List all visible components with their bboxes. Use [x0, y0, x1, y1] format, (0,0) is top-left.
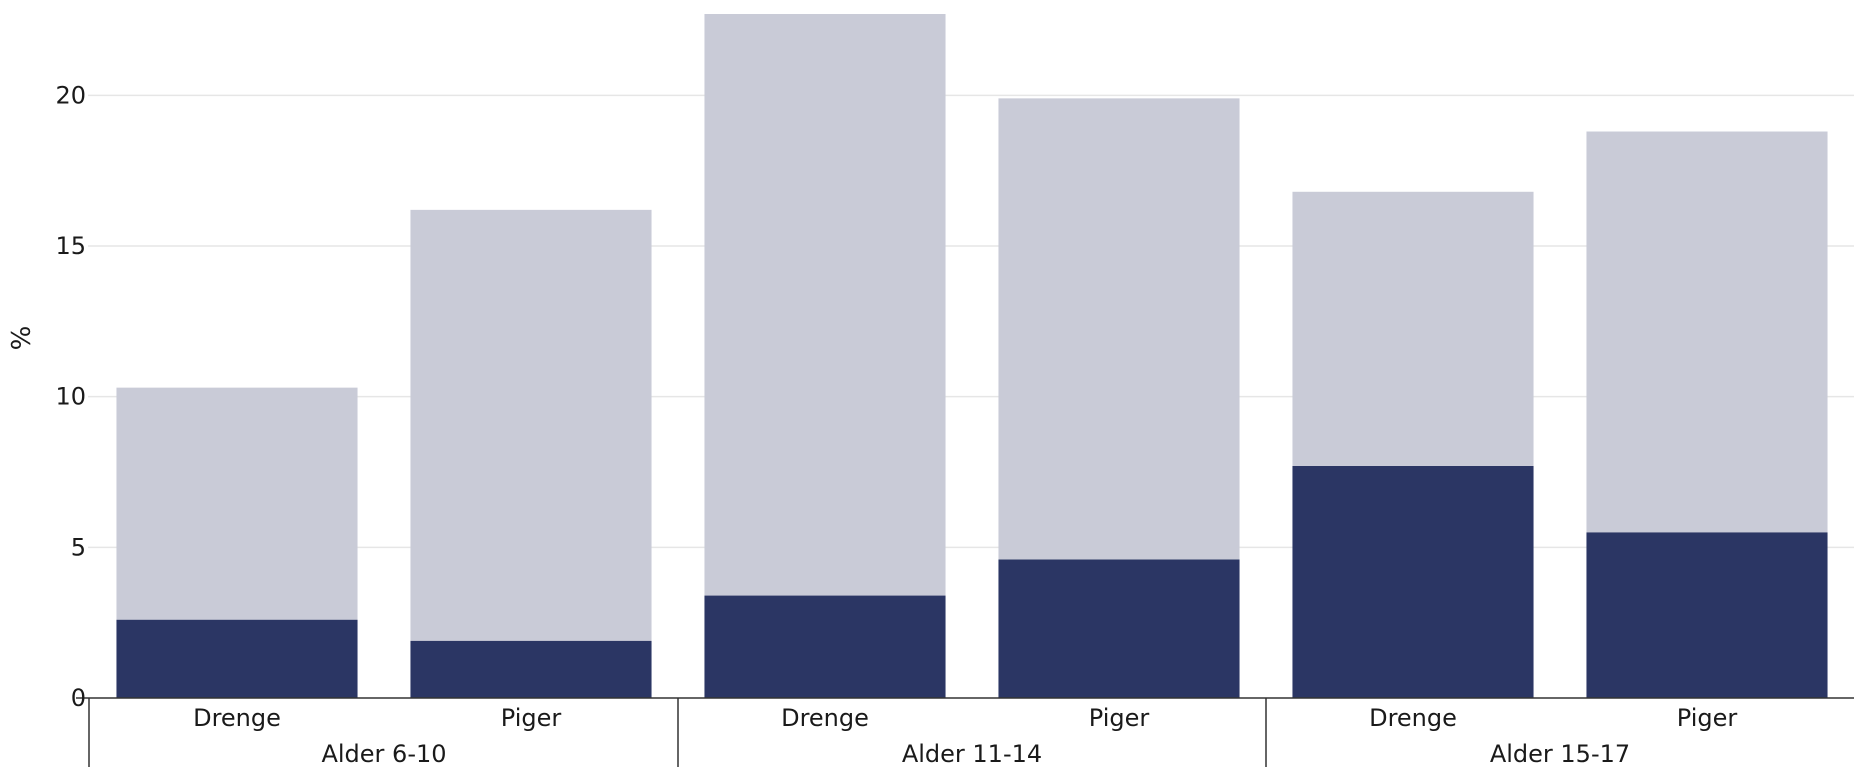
group-label: Alder 11-14 [902, 740, 1042, 767]
category-label: Drenge [193, 704, 281, 732]
y-axis-title: % [7, 326, 37, 351]
category-label: Drenge [1369, 704, 1457, 732]
bar-segment-lower [998, 559, 1240, 698]
category-label: Drenge [781, 704, 869, 732]
bar-segment-upper [1586, 131, 1828, 533]
bar-segment-upper [998, 98, 1240, 560]
y-tick-label: 10 [55, 383, 86, 411]
category-label: Piger [1677, 704, 1738, 732]
bar-segment-lower [704, 595, 946, 698]
bar-segment-upper [704, 14, 946, 596]
category-label: Piger [501, 704, 562, 732]
axes [76, 697, 1854, 767]
bar-segment-upper [116, 387, 358, 620]
bar-segment-lower [116, 619, 358, 698]
bar-segment-upper [1292, 191, 1534, 466]
bars [116, 14, 1828, 698]
bar-segment-lower [410, 640, 652, 698]
group-label: Alder 6-10 [321, 740, 446, 767]
y-tick-labels: 0 5 10 15 20 [55, 81, 86, 712]
bar-segment-upper [410, 209, 652, 641]
bar-segment-lower [1586, 532, 1828, 698]
y-tick-label: 15 [55, 232, 86, 260]
gridlines [88, 94, 1854, 549]
group-label: Alder 15-17 [1490, 740, 1630, 767]
y-tick-label: 20 [55, 81, 86, 109]
category-labels: Drenge Piger Drenge Piger Drenge Piger [193, 704, 1737, 732]
y-tick-label: 5 [71, 533, 86, 561]
category-label: Piger [1089, 704, 1150, 732]
y-tick-label: 0 [71, 684, 86, 712]
group-labels: Alder 6-10 Alder 11-14 Alder 15-17 [321, 740, 1630, 767]
bar-segment-lower [1292, 465, 1534, 698]
